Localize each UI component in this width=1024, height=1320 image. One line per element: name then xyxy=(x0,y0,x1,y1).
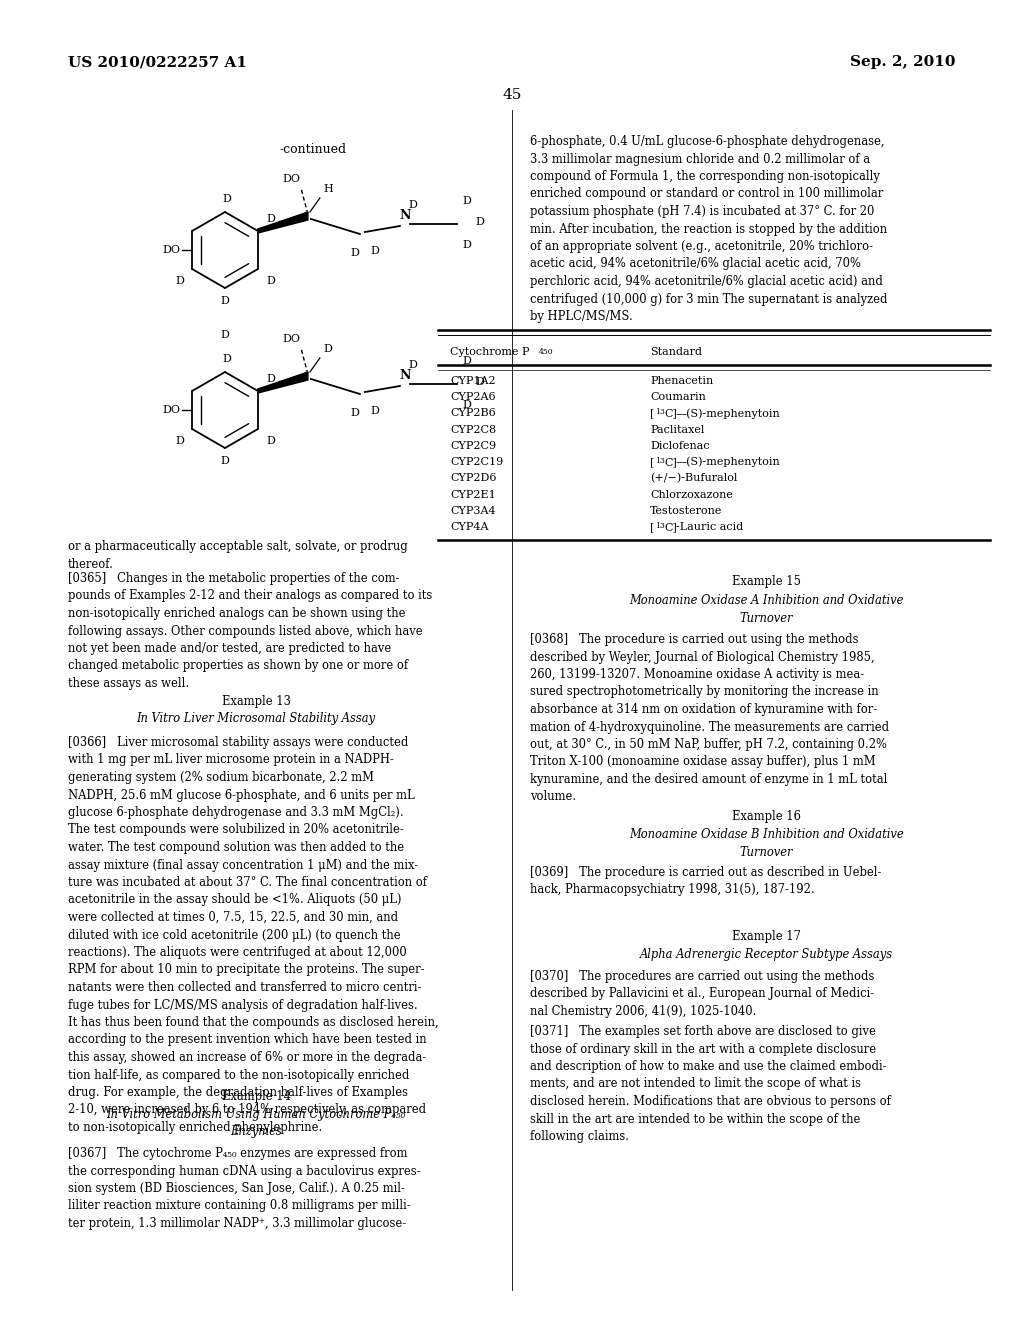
Text: D: D xyxy=(220,330,229,341)
Text: US 2010/0222257 A1: US 2010/0222257 A1 xyxy=(68,55,247,69)
Text: CYP4A: CYP4A xyxy=(450,521,488,532)
Text: Example 13: Example 13 xyxy=(221,696,291,708)
Text: Standard: Standard xyxy=(650,347,702,356)
Text: N: N xyxy=(399,209,411,222)
Text: D: D xyxy=(370,407,379,416)
Text: CYP2C9: CYP2C9 xyxy=(450,441,496,451)
Text: D: D xyxy=(462,240,471,249)
Text: D: D xyxy=(220,296,229,306)
Text: C]: C] xyxy=(664,408,677,418)
Text: Monoamine Oxidase B Inhibition and Oxidative
Turnover: Monoamine Oxidase B Inhibition and Oxida… xyxy=(629,828,903,858)
Text: [0369]   The procedure is carried out as described in Uebel-
hack, Pharmacopsych: [0369] The procedure is carried out as d… xyxy=(530,866,882,896)
Text: CYP2B6: CYP2B6 xyxy=(450,408,496,418)
Text: Phenacetin: Phenacetin xyxy=(650,376,714,385)
Text: —(S)-mephenytoin: —(S)-mephenytoin xyxy=(676,457,780,467)
Text: Example 14: Example 14 xyxy=(221,1090,291,1104)
Text: —(S)-mephenytoin: —(S)-mephenytoin xyxy=(676,408,780,418)
Text: [0370]   The procedures are carried out using the methods
described by Pallavici: [0370] The procedures are carried out us… xyxy=(530,970,874,1018)
Text: [: [ xyxy=(650,408,654,418)
Text: DO: DO xyxy=(162,405,180,414)
Text: CYP2C8: CYP2C8 xyxy=(450,425,496,434)
Text: CYP2C19: CYP2C19 xyxy=(450,457,503,467)
Text: [0365]   Changes in the metabolic properties of the com-
pounds of Examples 2-12: [0365] Changes in the metabolic properti… xyxy=(68,572,432,690)
Text: [0371]   The examples set forth above are disclosed to give
those of ordinary sk: [0371] The examples set forth above are … xyxy=(530,1026,891,1143)
Text: (+/−)-Bufuralol: (+/−)-Bufuralol xyxy=(650,473,737,483)
Text: 13: 13 xyxy=(655,457,665,465)
Text: Chlorzoxazone: Chlorzoxazone xyxy=(650,490,733,499)
Text: 6-phosphate, 0.4 U/mL glucose-6-phosphate dehydrogenase,
3.3 millimolar magnesiu: 6-phosphate, 0.4 U/mL glucose-6-phosphat… xyxy=(530,135,888,323)
Text: D: D xyxy=(462,400,471,411)
Text: C]: C] xyxy=(664,521,677,532)
Text: D: D xyxy=(370,246,379,256)
Text: D: D xyxy=(475,216,483,227)
Text: Sep. 2, 2010: Sep. 2, 2010 xyxy=(851,55,956,69)
Text: D: D xyxy=(266,214,274,224)
Text: or a pharmaceutically acceptable salt, solvate, or prodrug
thereof.: or a pharmaceutically acceptable salt, s… xyxy=(68,540,408,570)
Text: 45: 45 xyxy=(503,88,521,102)
Text: [0368]   The procedure is carried out using the methods
described by Weyler, Jou: [0368] The procedure is carried out usin… xyxy=(530,634,889,804)
Text: 13: 13 xyxy=(655,521,665,529)
Text: In Vitro Liver Microsomal Stability Assay: In Vitro Liver Microsomal Stability Assa… xyxy=(136,711,376,725)
Text: Paclitaxel: Paclitaxel xyxy=(650,425,705,434)
Text: CYP2D6: CYP2D6 xyxy=(450,474,497,483)
Text: Testosterone: Testosterone xyxy=(650,506,722,516)
Text: Monoamine Oxidase A Inhibition and Oxidative
Turnover: Monoamine Oxidase A Inhibition and Oxida… xyxy=(629,594,903,624)
Text: 450: 450 xyxy=(539,348,554,356)
Text: D: D xyxy=(323,345,332,354)
Text: D: D xyxy=(175,436,184,446)
Text: D: D xyxy=(266,436,274,446)
Text: Coumarin: Coumarin xyxy=(650,392,706,403)
Text: -Lauric acid: -Lauric acid xyxy=(676,521,743,532)
Text: D: D xyxy=(462,356,471,366)
Text: D: D xyxy=(462,195,471,206)
Text: N: N xyxy=(399,370,411,381)
Text: In Vitro Metabolism Using Human Cytochrome P₄₅₀
Enzymes: In Vitro Metabolism Using Human Cytochro… xyxy=(106,1107,406,1138)
Text: -continued: -continued xyxy=(280,143,346,156)
Text: CYP2E1: CYP2E1 xyxy=(450,490,496,499)
Text: D: D xyxy=(220,455,229,466)
Text: [0367]   The cytochrome P₄₅₀ enzymes are expressed from
the corresponding human : [0367] The cytochrome P₄₅₀ enzymes are e… xyxy=(68,1147,421,1230)
Text: C]: C] xyxy=(664,457,677,467)
Text: CYP3A4: CYP3A4 xyxy=(450,506,496,516)
Text: Example 15: Example 15 xyxy=(731,576,801,587)
Text: Alpha Adrenergic Receptor Subtype Assays: Alpha Adrenergic Receptor Subtype Assays xyxy=(639,948,893,961)
Polygon shape xyxy=(258,213,308,234)
Text: D: D xyxy=(175,276,184,285)
Text: D: D xyxy=(350,248,359,257)
Text: Example 16: Example 16 xyxy=(731,810,801,822)
Text: [: [ xyxy=(650,457,654,467)
Text: 13: 13 xyxy=(655,408,665,417)
Text: D: D xyxy=(222,354,231,364)
Text: Example 17: Example 17 xyxy=(731,931,801,942)
Text: D: D xyxy=(222,194,231,205)
Text: D: D xyxy=(408,360,417,370)
Text: DO: DO xyxy=(282,174,300,183)
Text: D: D xyxy=(408,201,417,210)
Text: Diclofenac: Diclofenac xyxy=(650,441,710,451)
Text: [0366]   Liver microsomal stability assays were conducted
with 1 mg per mL liver: [0366] Liver microsomal stability assays… xyxy=(68,737,438,1134)
Text: H: H xyxy=(323,183,333,194)
Text: [: [ xyxy=(650,521,654,532)
Text: CYP2A6: CYP2A6 xyxy=(450,392,496,403)
Text: Cytochrome P: Cytochrome P xyxy=(450,347,529,356)
Text: D: D xyxy=(266,375,274,384)
Text: DO: DO xyxy=(162,246,180,255)
Text: D: D xyxy=(475,378,483,387)
Text: CYP1A2: CYP1A2 xyxy=(450,376,496,385)
Text: D: D xyxy=(266,276,274,285)
Text: DO: DO xyxy=(282,334,300,345)
Text: D: D xyxy=(350,408,359,418)
Polygon shape xyxy=(258,372,308,393)
